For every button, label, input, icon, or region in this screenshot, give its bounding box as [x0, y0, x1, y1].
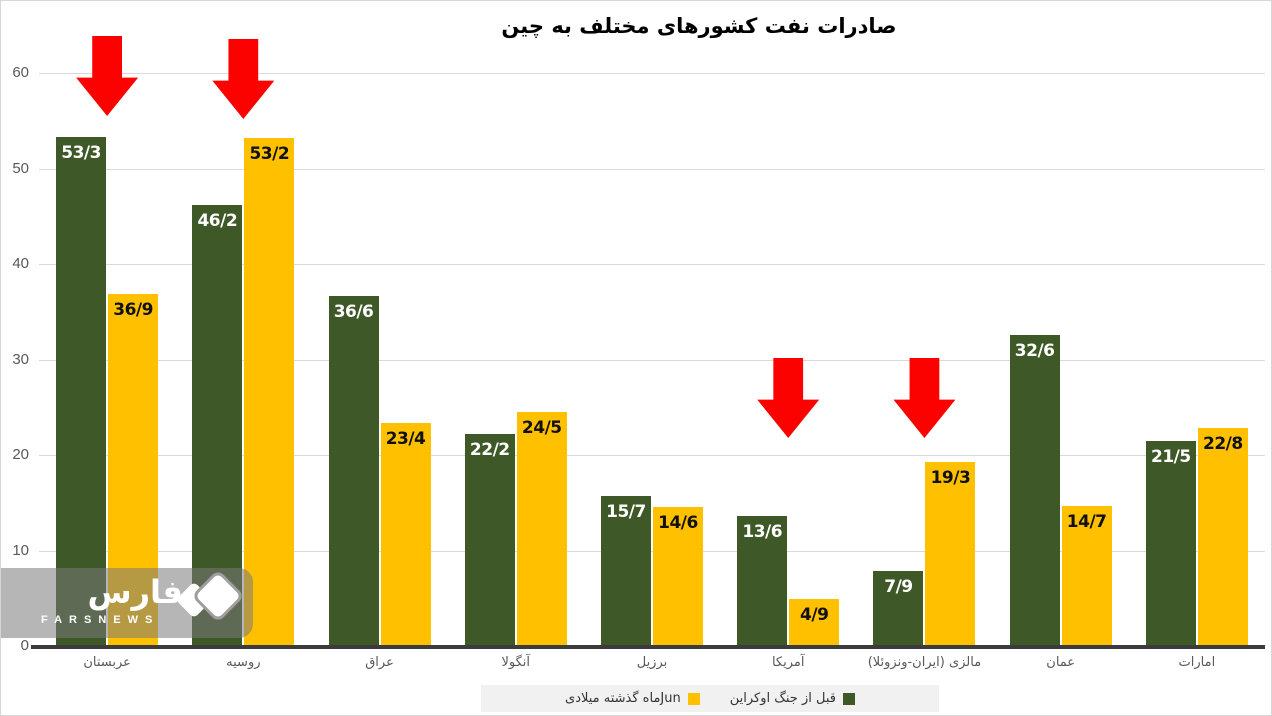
bar-value-label: 46/2 [197, 210, 238, 231]
bar-value-label: 4/9 [800, 605, 829, 626]
x-axis-line [31, 645, 1265, 649]
y-tick-label: 60 [12, 64, 29, 81]
bar-last-month [925, 461, 976, 646]
category-label: مالزی (ایران-ونزوئلا) [867, 655, 982, 670]
legend-label-before-war: قبل از جنگ اوکراین [729, 691, 836, 706]
category-label: عربستان [83, 655, 131, 670]
bar-value-label: 36/9 [113, 299, 153, 320]
category-label: برزیل [636, 655, 668, 670]
bar-value-label: 32/6 [1014, 340, 1055, 361]
bar-value-label: 23/4 [385, 428, 426, 449]
legend-item-last-month: ماه گذشته میلادیJun [565, 691, 700, 706]
down-arrow-icon [76, 36, 139, 116]
bar-value-label: 22/2 [469, 439, 510, 460]
gridline [39, 359, 1265, 361]
category-label: امارات [1178, 655, 1216, 670]
gridline [39, 455, 1265, 456]
bar-last-month [380, 422, 431, 646]
down-arrow-icon [893, 358, 956, 438]
down-arrow-icon [757, 358, 820, 438]
bar-value-label: 13/6 [742, 522, 783, 543]
bar-last-month [516, 412, 567, 646]
bar-before-war [873, 570, 924, 646]
gridline [39, 73, 1265, 74]
gridline [39, 550, 1265, 552]
farsnews-diamond-icon [191, 569, 245, 623]
category-label: عمان [1046, 655, 1076, 670]
legend-label-last-month: ماه گذشته میلادیJun [565, 691, 681, 706]
bar-value-label: 15/7 [606, 502, 646, 523]
bar-last-month [1061, 505, 1112, 646]
bar-before-war [601, 496, 651, 646]
bar-before-war [56, 136, 107, 646]
y-tick-label: 10 [12, 541, 29, 559]
category-label: آنگولا [501, 655, 531, 670]
legend-swatch-yellow [687, 692, 700, 705]
farsnews-logo-latin: FARSNEWS [41, 614, 160, 626]
bar-value-label: 22/8 [1203, 434, 1243, 455]
category-label: عراق [365, 655, 394, 670]
chart-title: صادرات نفت کشورهای مختلف به چین [501, 14, 897, 38]
legend: ماه گذشته میلادیJun قبل از جنگ اوکراین [481, 685, 939, 712]
gridline [39, 264, 1265, 265]
bar-last-month [244, 137, 295, 646]
y-tick-label: 30 [12, 350, 29, 368]
bar-before-war [737, 516, 788, 646]
bar-last-month [653, 506, 703, 646]
bar-value-label: 53/3 [61, 142, 101, 163]
bar-value-label: 7/9 [884, 576, 913, 597]
category-label: آمریکا [771, 655, 805, 670]
bar-before-war [1145, 440, 1196, 646]
y-tick-label: 20 [12, 446, 29, 463]
y-tick-label: 40 [12, 255, 29, 272]
bar-value-label: 24/5 [521, 418, 562, 439]
bar-before-war [328, 296, 379, 646]
farsnews-watermark: فارس FARSNEWS [1, 568, 253, 638]
bar-value-label: 53/2 [249, 143, 290, 164]
farsnews-logo-farsi: فارس [87, 573, 183, 611]
bar-before-war [464, 433, 515, 646]
bar-value-label: 36/6 [333, 302, 374, 323]
legend-item-before-war: قبل از جنگ اوکراین [730, 691, 855, 706]
bar-before-war [1009, 334, 1060, 646]
bar-value-label: 19/3 [930, 467, 971, 488]
bar-last-month [1197, 428, 1248, 646]
down-arrow-icon [212, 39, 275, 119]
y-tick-label: 0 [20, 637, 29, 654]
category-label: روسیه [226, 655, 261, 670]
bar-value-label: 14/7 [1066, 511, 1107, 532]
y-tick-label: 50 [12, 159, 29, 177]
bar-value-label: 21/5 [1151, 446, 1191, 467]
gridline [39, 168, 1265, 170]
bar-value-label: 14/6 [658, 512, 698, 533]
bar-last-month [789, 599, 840, 646]
legend-swatch-green [842, 692, 855, 705]
